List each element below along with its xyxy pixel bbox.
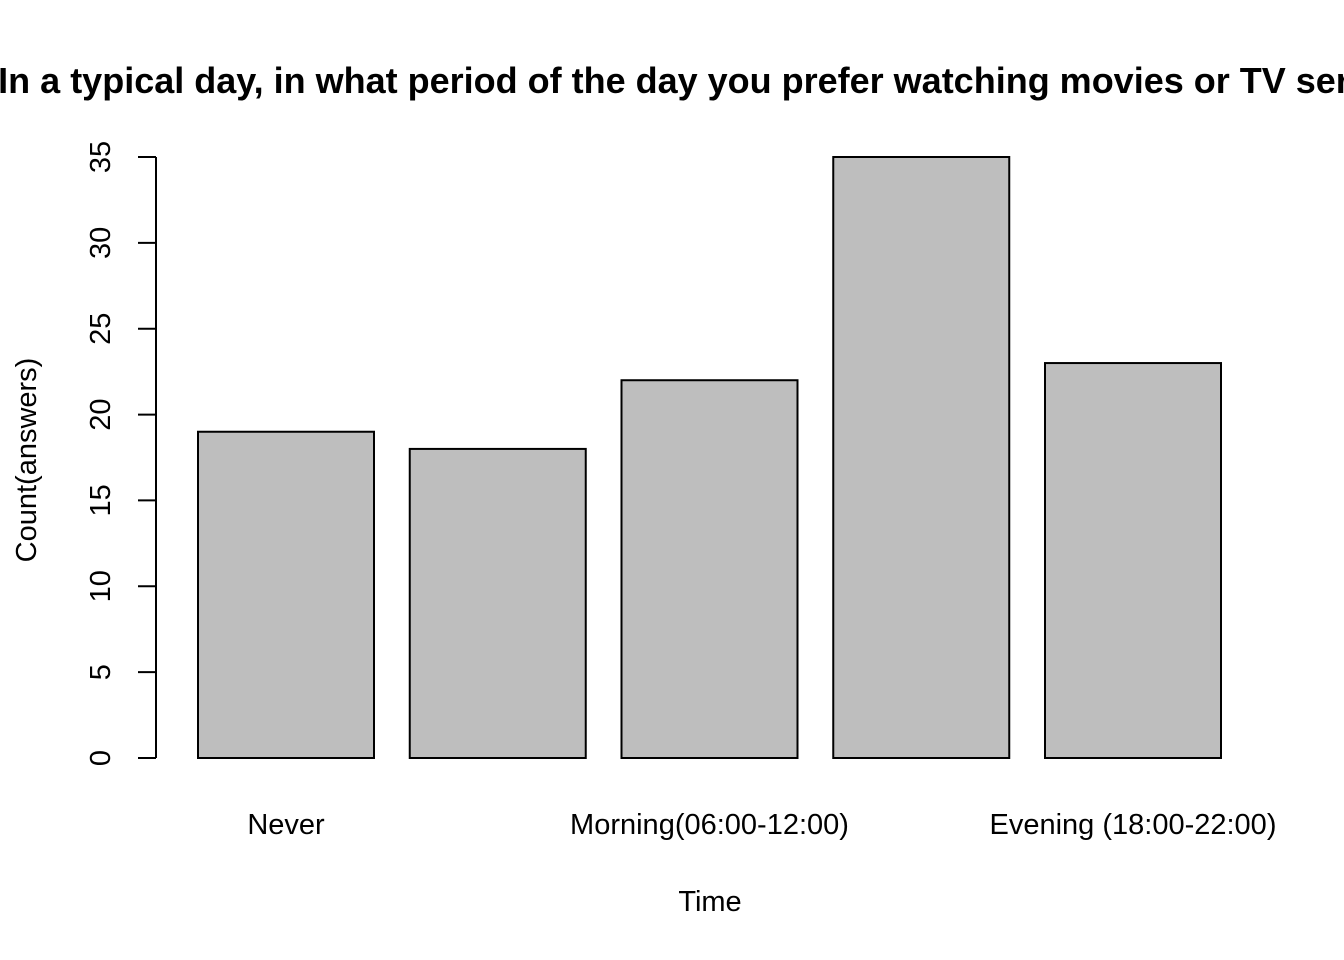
- x-axis-label: Time: [678, 886, 741, 918]
- bar: [197, 430, 375, 759]
- y-tick-label: 10: [85, 570, 117, 602]
- y-axis-label: Count(answers): [11, 358, 43, 563]
- y-tick-label: 30: [85, 227, 117, 259]
- bar: [832, 156, 1011, 759]
- bars: [197, 156, 1222, 759]
- y-tick-label: 35: [85, 141, 117, 173]
- x-tick-label: Evening (18:00-22:00): [990, 809, 1277, 841]
- y-tick-label: 20: [85, 398, 117, 430]
- bar: [1044, 362, 1222, 759]
- y-tick-label: 15: [85, 484, 117, 516]
- x-axis-tick-labels: Never Morning(06:00-12:00) Evening (18:00-…: [247, 809, 1276, 841]
- y-tick-label: 25: [85, 313, 117, 345]
- y-tick-label: 5: [85, 664, 117, 680]
- y-axis: 0 5 10 15 20 25 30 35: [85, 141, 157, 766]
- x-tick-label: Never: [247, 809, 325, 841]
- bar: [620, 379, 799, 759]
- x-tick-label: Morning(06:00-12:00): [570, 809, 849, 841]
- chart-title: In a typical day, in what period of the …: [0, 60, 1344, 101]
- bar: [408, 447, 587, 759]
- y-tick-label: 0: [85, 750, 117, 766]
